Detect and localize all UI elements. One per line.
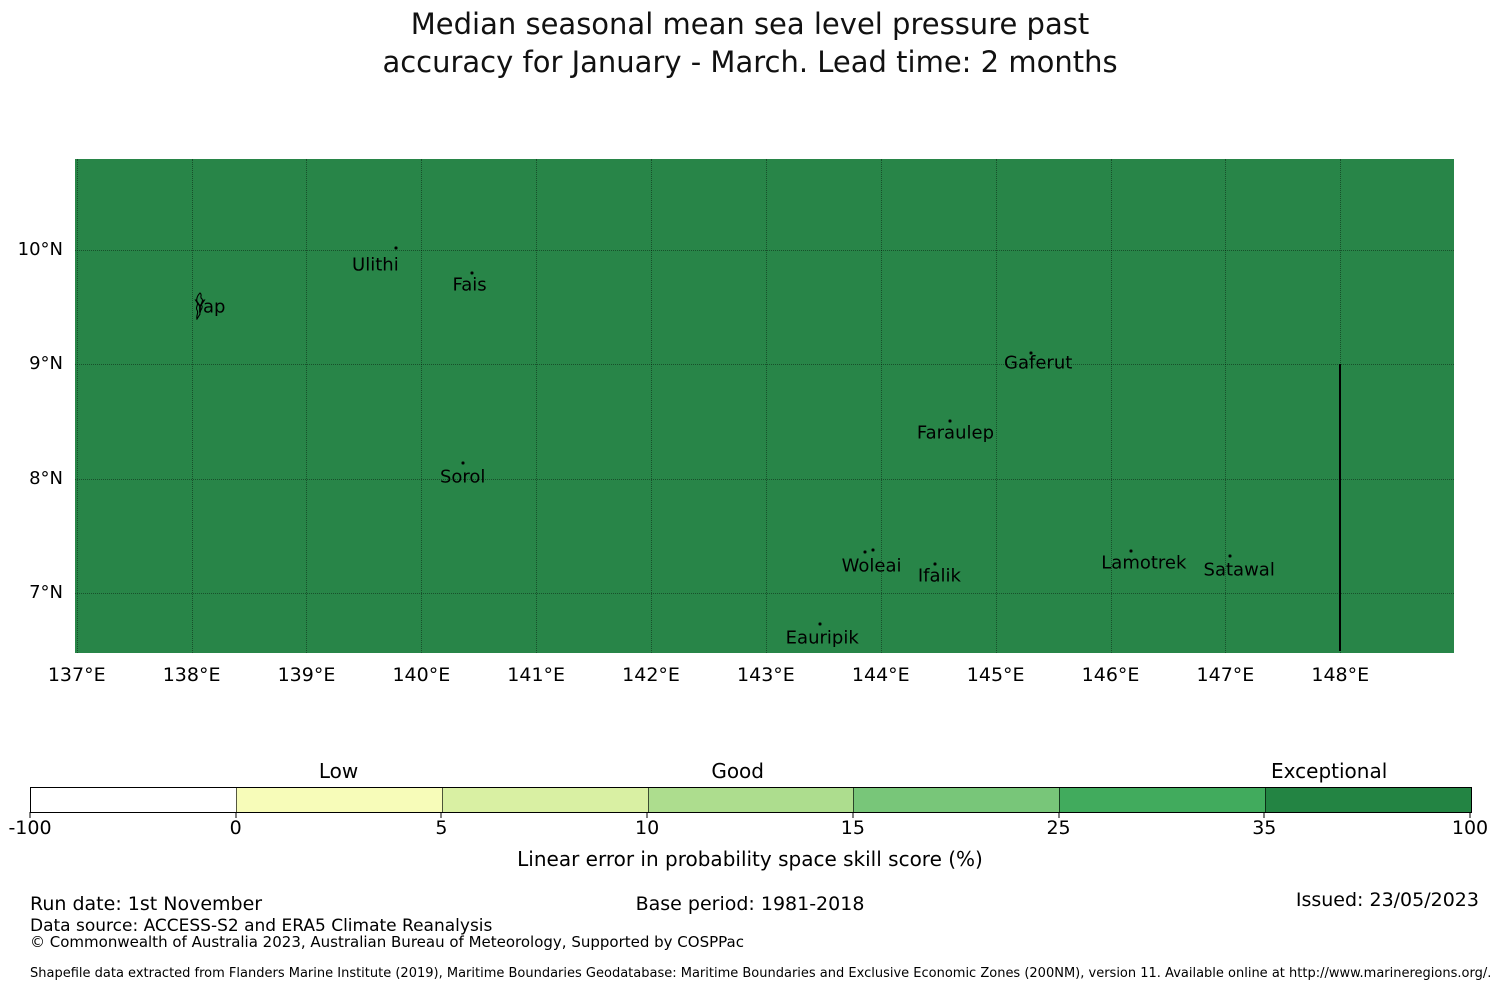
colorbar-segment-5 (1059, 788, 1266, 812)
colorbar-axis-label: Linear error in probability space skill … (517, 847, 983, 871)
gridline-horizontal (75, 249, 1454, 251)
x-tick-label: 148°E (1311, 664, 1370, 686)
x-tick-label: 139°E (277, 664, 336, 686)
colorbar-segment-2 (441, 788, 648, 812)
colorbar-tick-label: 10 (635, 817, 660, 839)
colorbar-category-label-exceptional: Exceptional (1271, 759, 1388, 783)
island-label-ifalik: Ifalik (917, 565, 961, 587)
copyright-text: © Commonwealth of Australia 2023, Austra… (30, 933, 744, 951)
island-dot-faraulep (948, 419, 952, 423)
island-dot-fais (470, 271, 474, 275)
gridline-vertical (536, 159, 538, 653)
y-tick-label: 10°N (17, 238, 63, 260)
x-tick-label: 140°E (392, 664, 451, 686)
island-label-woleai: Woleai (841, 555, 902, 577)
x-tick-label: 137°E (47, 664, 106, 686)
gridline-vertical (995, 159, 997, 653)
island-label-sorol: Sorol (439, 466, 486, 488)
island-dot-ifalik (933, 562, 937, 566)
colorbar-segment-3 (647, 788, 854, 812)
colorbar-tick-label: 0 (229, 817, 242, 839)
x-tick-label: 143°E (737, 664, 795, 686)
colorbar-tick (852, 812, 854, 818)
colorbar-segment-0 (31, 788, 236, 812)
island-label-ulithi: Ulithi (352, 254, 399, 276)
island-dot-sorol (461, 461, 465, 465)
gridline-vertical (1110, 159, 1112, 653)
y-tick-label: 7°N (29, 581, 63, 603)
colorbar-category-label-low: Low (318, 759, 359, 783)
colorbar-tick-label: 100 (1451, 817, 1489, 839)
colorbar-tick (646, 812, 648, 818)
x-tick-label: 147°E (1196, 664, 1255, 686)
gridline-vertical (651, 159, 653, 653)
colorbar-tick-label: 5 (435, 817, 448, 839)
colorbar (30, 787, 1472, 813)
island-dot-woleai (863, 550, 867, 554)
colorbar-segment-6 (1265, 788, 1472, 812)
map-plot (75, 159, 1454, 653)
x-tick-label: 138°E (162, 664, 221, 686)
island-dot-woleai (871, 548, 875, 551)
island-dot-lamotrek (1129, 549, 1133, 553)
y-tick-label: 9°N (29, 353, 63, 375)
x-tick-label: 141°E (507, 664, 566, 686)
data-source-text: Data source: ACCESS-S2 and ERA5 Climate … (30, 916, 493, 936)
y-tick-label: 8°N (29, 467, 63, 489)
island-label-eauripik: Eauripik (785, 627, 859, 649)
colorbar-tick (1058, 812, 1060, 818)
island-label-satawal: Satawal (1203, 559, 1275, 581)
colorbar-tick (440, 812, 442, 818)
island-dot-ulithi (394, 246, 398, 250)
shapefile-note-text: Shapefile data extracted from Flanders M… (30, 966, 1492, 981)
colorbar-tick-label: 15 (840, 817, 865, 839)
island-dot-satawal (1228, 554, 1232, 558)
chart-title-line2: accuracy for January - March. Lead time:… (382, 45, 1118, 79)
island-label-gaferut: Gaferut (1004, 352, 1073, 374)
colorbar-tick (1469, 812, 1471, 818)
gridline-vertical (880, 159, 882, 653)
gridline-horizontal (75, 478, 1454, 480)
base-period-text: Base period: 1981-2018 (635, 893, 865, 915)
colorbar-tick-label: 35 (1252, 817, 1277, 839)
colorbar-category-label-good: Good (711, 759, 764, 783)
island-dot-eauripik (818, 622, 822, 626)
x-tick-label: 146°E (1081, 664, 1140, 686)
gridline-vertical (306, 159, 308, 653)
gridline-horizontal (75, 592, 1454, 594)
island-label-fais: Fais (452, 274, 487, 296)
x-tick-label: 145°E (966, 664, 1025, 686)
colorbar-tick (235, 812, 237, 818)
eez-boundary-line (1339, 364, 1342, 652)
run-date-text: Run date: 1st November (30, 893, 263, 915)
gridline-vertical (421, 159, 423, 653)
island-label-lamotrek: Lamotrek (1101, 552, 1187, 574)
gridline-vertical (765, 159, 767, 653)
chart-title: Median seasonal mean sea level pressure … (0, 5, 1500, 81)
x-tick-label: 144°E (851, 664, 910, 686)
colorbar-segment-4 (853, 788, 1060, 812)
chart-title-line1: Median seasonal mean sea level pressure … (410, 7, 1090, 41)
gridline-vertical (1225, 159, 1227, 653)
x-tick-label: 142°E (622, 664, 680, 686)
yap-island-icon (193, 292, 209, 324)
gridline-vertical (191, 159, 193, 653)
colorbar-tick (29, 812, 31, 818)
colorbar-segment-1 (235, 788, 442, 812)
island-label-faraulep: Faraulep (916, 422, 995, 444)
gridline-horizontal (75, 364, 1454, 366)
issued-date-text: Issued: 23/05/2023 (1295, 889, 1479, 911)
colorbar-tick (1263, 812, 1265, 818)
colorbar-tick-label: 25 (1046, 817, 1071, 839)
colorbar-tick-label: -100 (8, 817, 52, 839)
gridline-vertical (76, 159, 78, 653)
island-dot-gaferut (1029, 351, 1033, 355)
